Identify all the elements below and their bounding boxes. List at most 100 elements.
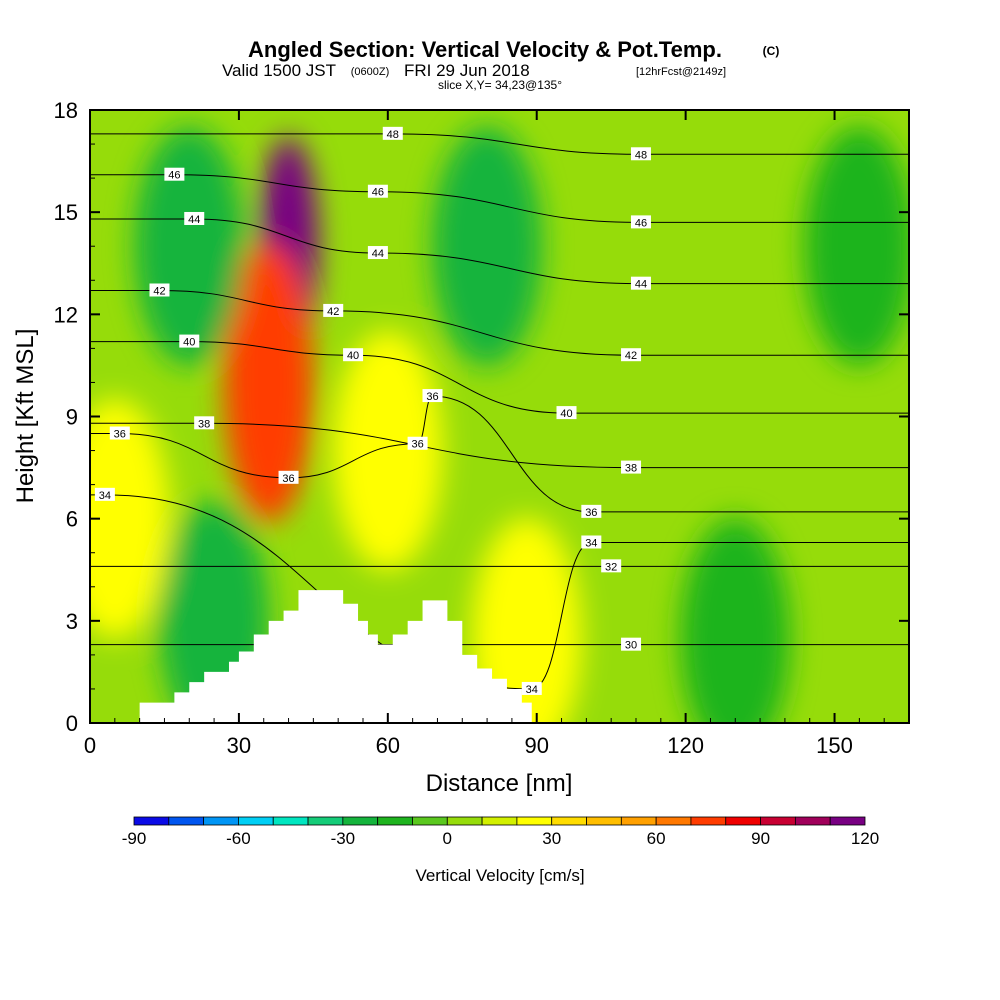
theta-label-23: 34: [521, 681, 542, 696]
x-tick-label: 150: [816, 733, 853, 758]
theta-label-16: 36: [109, 426, 130, 441]
y-tick-label: 3: [66, 609, 78, 634]
theta-label-box: [164, 167, 185, 181]
theta-label-13: 40: [556, 406, 577, 420]
theta-label-box: [323, 303, 344, 317]
theta-label-text: 42: [625, 350, 637, 362]
theta-contour-labels: 48 48 46 46 46 44 44 44 42 42 42 40 40 40 38 38 36 36 36 36…: [94, 126, 651, 696]
theta-label-9: 42: [323, 303, 344, 318]
x-axis-label: Distance [nm]: [426, 770, 573, 797]
theta-label-text: 36: [411, 439, 423, 451]
colorbar-label: Vertical Velocity [cm/s]: [415, 866, 584, 885]
colorbar-tick-label: 120: [851, 829, 879, 848]
colorbar-swatch: [794, 816, 831, 826]
title-suffix: (C): [763, 44, 780, 58]
theta-label-box: [109, 426, 130, 440]
theta-label-1: 48: [630, 147, 651, 161]
theta-label-text: 40: [347, 350, 359, 362]
colorbar-swatch: [203, 816, 239, 826]
colorbar-tick-label: 60: [647, 829, 666, 848]
colorbar-swatch: [377, 816, 413, 826]
x-tick-label: 60: [376, 733, 400, 758]
theta-label-text: 34: [99, 490, 111, 502]
colorbar-swatch: [238, 816, 274, 826]
slice-info: slice X,Y= 34,23@135°: [438, 78, 562, 92]
theta-label-20: 36: [581, 504, 602, 519]
colorbar-swatch: [690, 816, 727, 826]
theta-label-text: 38: [625, 463, 637, 475]
theta-label-box: [556, 406, 577, 420]
theta-label-box: [367, 184, 388, 198]
theta-label-box: [343, 348, 364, 362]
theta-label-text: 36: [585, 507, 597, 519]
y-tick-label: 18: [54, 98, 78, 123]
colorbar-swatch: [620, 816, 657, 826]
colorbar-swatch: [272, 816, 309, 826]
theta-label-text: 46: [372, 187, 384, 199]
theta-label-4: 46: [630, 215, 651, 229]
theta-label-14: 38: [194, 416, 215, 430]
colorbar-swatch: [307, 816, 344, 826]
colorbar-swatch: [516, 816, 553, 826]
theta-label-box: [621, 637, 642, 651]
colorbar-swatch: [446, 816, 483, 826]
theta-label-text: 42: [327, 306, 339, 318]
theta-label-box: [278, 470, 299, 484]
velocity-feature-9: [804, 126, 909, 367]
theta-label-text: 34: [585, 538, 597, 550]
theta-label-box: [630, 147, 651, 161]
colorbar-tick-label: -30: [331, 829, 356, 848]
colorbar-swatch: [655, 816, 692, 826]
theta-label-text: 36: [426, 391, 438, 403]
theta-label-22: 34: [581, 535, 602, 550]
colorbar-swatch: [551, 816, 587, 826]
x-tick-label: 0: [84, 733, 96, 758]
theta-label-text: 40: [183, 337, 195, 349]
colorbar-swatch: [725, 816, 761, 826]
x-tick-label: 90: [524, 733, 548, 758]
velocity-feature-8: [680, 517, 791, 723]
theta-label-box: [630, 276, 651, 290]
theta-label-text: 34: [526, 684, 538, 696]
theta-label-text: 44: [188, 214, 200, 226]
theta-label-11: 40: [179, 334, 200, 349]
theta-label-24: 32: [601, 559, 622, 573]
theta-label-text: 30: [625, 640, 637, 652]
chart-title: Angled Section: Vertical Velocity & Pot.…: [248, 37, 722, 62]
theta-label-box: [179, 334, 200, 348]
theta-label-text: 36: [114, 429, 126, 441]
theta-label-text: 36: [282, 473, 294, 485]
theta-label-6: 44: [367, 246, 388, 260]
colorbar-swatch: [412, 816, 448, 826]
theta-label-19: 36: [278, 470, 299, 485]
theta-label-box: [382, 126, 403, 140]
theta-label-box: [422, 389, 443, 403]
terrain: [139, 590, 532, 723]
velocity-feature-1: [223, 242, 314, 523]
theta-label-17: 36: [422, 389, 443, 403]
theta-label-18: 36: [407, 436, 428, 451]
velocity-feature-4: [90, 398, 170, 639]
theta-label-12: 40: [343, 348, 364, 362]
forecast-info: [12hrFcst@2149z]: [636, 66, 726, 78]
theta-label-15: 38: [621, 460, 642, 475]
theta-label-box: [581, 535, 602, 549]
valid-time: Valid 1500 JST: [222, 61, 336, 80]
theta-label-box: [194, 416, 215, 430]
valid-zulu: (0600Z): [351, 66, 390, 78]
y-tick-label: 12: [54, 302, 78, 327]
theta-contour-48: [90, 133, 909, 155]
theta-label-21: 34: [94, 487, 115, 502]
theta-label-box: [367, 246, 388, 260]
colorbar-tick-label: 90: [751, 829, 770, 848]
colorbar-tick-label: 30: [542, 829, 561, 848]
theta-label-5: 44: [184, 211, 205, 226]
theta-label-text: 40: [560, 408, 572, 420]
colorbar-tick-label: -90: [122, 829, 147, 848]
theta-label-0: 48: [382, 126, 403, 141]
theta-label-text: 38: [198, 418, 210, 430]
theta-label-10: 42: [621, 348, 642, 362]
theta-label-box: [407, 436, 428, 450]
